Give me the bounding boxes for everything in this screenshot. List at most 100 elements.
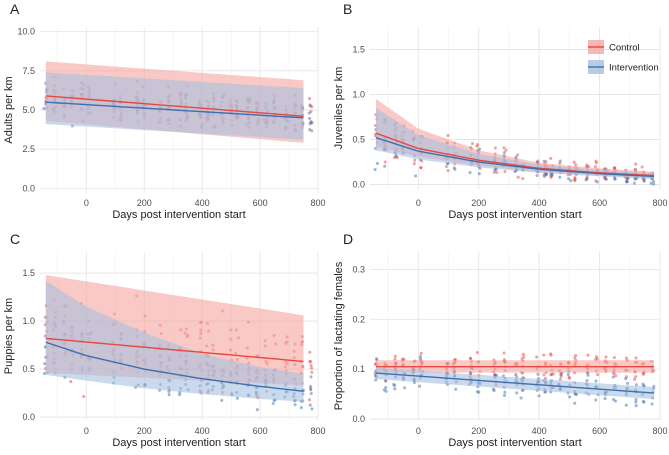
data-point — [604, 355, 608, 359]
data-point — [586, 373, 590, 377]
data-point — [595, 357, 599, 361]
data-point — [220, 398, 224, 402]
x-tick-label: 0 — [84, 426, 89, 436]
y-tick-label: 1.5 — [352, 45, 365, 55]
data-point — [634, 383, 638, 387]
data-point — [634, 356, 638, 360]
y-tick-label: 2.5 — [22, 144, 35, 154]
control-fit-line — [375, 132, 655, 177]
data-point — [307, 111, 311, 115]
data-point — [309, 391, 313, 396]
data-point — [375, 161, 379, 165]
data-point — [624, 403, 628, 407]
data-point — [519, 396, 523, 400]
data-point — [573, 177, 577, 181]
data-point — [307, 398, 312, 402]
data-point — [453, 167, 457, 171]
data-point — [308, 360, 312, 364]
panel-letter: B — [343, 1, 352, 17]
data-point — [503, 170, 507, 174]
data-point — [624, 356, 628, 360]
x-tick-label: 600 — [592, 198, 607, 208]
data-point — [634, 162, 638, 166]
x-tick-label: 600 — [253, 426, 268, 436]
y-tick-label: 0.2 — [352, 314, 365, 324]
data-point — [558, 175, 562, 179]
data-point — [595, 180, 599, 184]
data-point — [475, 350, 479, 355]
intervention-confidence-band — [376, 108, 654, 180]
data-point — [177, 393, 182, 397]
data-point — [470, 142, 475, 146]
data-point — [299, 406, 303, 410]
panel-b: B 0 200 400 600 800 0.0 0.5 1.0 1.5 Days post inte… — [333, 1, 668, 221]
data-point — [521, 176, 525, 181]
data-point — [514, 373, 518, 377]
data-point — [624, 377, 628, 381]
data-point — [414, 174, 418, 178]
y-tick-label: 1.0 — [352, 90, 365, 100]
data-point — [69, 380, 73, 384]
y-axis-title: Juveniles per km — [333, 67, 345, 150]
y-tick-label: 0.1 — [352, 364, 365, 374]
panel-letter: A — [10, 1, 20, 17]
data-point — [255, 408, 259, 412]
data-point — [574, 163, 578, 167]
data-point — [308, 122, 312, 126]
data-point — [625, 381, 630, 385]
data-point — [446, 133, 450, 138]
y-axis-title: Adults per km — [3, 76, 15, 143]
data-point — [537, 394, 541, 398]
data-point — [308, 350, 312, 354]
data-point — [393, 387, 397, 391]
data-point — [515, 391, 519, 395]
data-point — [271, 401, 275, 406]
x-tick-label: 0 — [416, 198, 421, 208]
data-point — [308, 403, 312, 407]
legend-label-intervention: Intervention — [609, 63, 659, 74]
data-point — [502, 351, 506, 355]
data-point — [642, 179, 646, 183]
data-point — [308, 128, 312, 132]
data-point — [594, 379, 598, 383]
y-axis-title: Puppies per km — [3, 298, 15, 374]
data-point — [613, 177, 617, 181]
data-point — [558, 377, 562, 381]
data-point — [383, 160, 387, 164]
data-point — [310, 366, 314, 370]
intervention-fit-line — [375, 372, 655, 394]
data-point — [475, 142, 480, 147]
data-point — [513, 169, 517, 174]
x-tick-label: 800 — [310, 426, 325, 436]
data-point — [584, 178, 588, 182]
data-point — [384, 386, 388, 390]
data-point — [566, 373, 570, 377]
data-point — [651, 179, 656, 183]
data-point — [558, 159, 562, 163]
data-point — [640, 165, 644, 169]
x-tick-label: 400 — [195, 426, 210, 436]
control-fit-line — [45, 337, 304, 363]
data-point — [373, 167, 377, 172]
data-point — [573, 356, 577, 360]
y-tick-label: 0.0 — [22, 183, 35, 193]
data-point — [502, 146, 506, 150]
data-point — [374, 378, 378, 382]
data-point — [310, 370, 314, 374]
data-point — [477, 390, 481, 394]
data-point — [384, 389, 388, 393]
data-point — [611, 375, 615, 379]
data-point — [634, 400, 638, 404]
data-point — [418, 355, 422, 359]
data-point — [593, 165, 597, 169]
data-point — [308, 103, 312, 107]
y-tick-label: 0.3 — [352, 264, 365, 274]
data-point — [569, 179, 573, 183]
data-point — [559, 374, 563, 378]
data-point — [649, 181, 653, 185]
y-tick-label: 0.5 — [22, 364, 35, 374]
data-point — [503, 390, 507, 394]
data-point — [444, 164, 448, 169]
data-point — [572, 160, 576, 164]
y-tick-label: 7.5 — [22, 66, 35, 76]
